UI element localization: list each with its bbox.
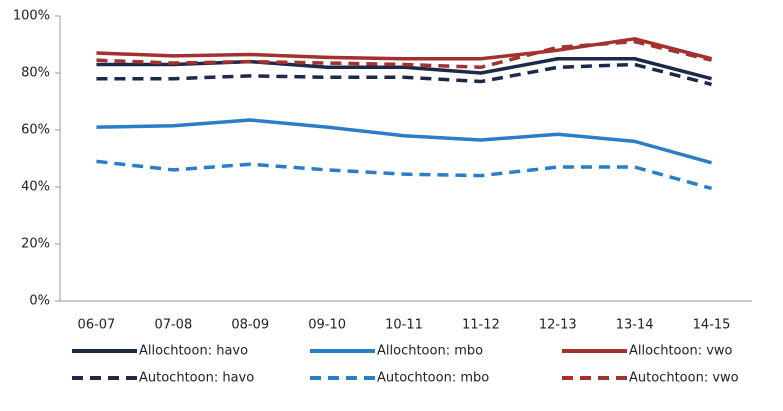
legend-label: Allochtoon: mbo (377, 344, 483, 359)
y-tick-label: 0% (29, 294, 50, 309)
x-tick-label: 07-08 (154, 318, 192, 333)
x-tick-label: 09-10 (308, 318, 346, 333)
y-tick-label: 100% (13, 9, 50, 24)
legend-label: Autochtoon: mbo (377, 371, 489, 386)
series-line (96, 62, 712, 87)
series-line (96, 118, 713, 165)
series-line (96, 57, 712, 81)
x-tick-label: 06-07 (78, 318, 116, 333)
series-line (96, 159, 713, 191)
y-tick-label: 60% (21, 123, 50, 138)
legend-label: Autochtoon: havo (139, 371, 254, 386)
x-tick-label: 14-15 (693, 318, 731, 333)
x-tick-label: 12-13 (539, 318, 577, 333)
x-tick-label: 11-12 (462, 318, 500, 333)
y-tick-label: 80% (21, 66, 50, 81)
y-tick-label: 40% (21, 180, 50, 195)
series-line (96, 39, 712, 70)
legend-label: Autochtoon: vwo (629, 371, 739, 386)
x-tick-label: 10-11 (385, 318, 423, 333)
legend-label: Allochtoon: havo (139, 344, 248, 359)
x-tick-label: 08-09 (231, 318, 269, 333)
y-tick-label: 20% (21, 237, 50, 252)
series-line (96, 37, 712, 61)
legend-label: Allochtoon: vwo (629, 344, 733, 359)
x-tick-label: 13-14 (616, 318, 654, 333)
